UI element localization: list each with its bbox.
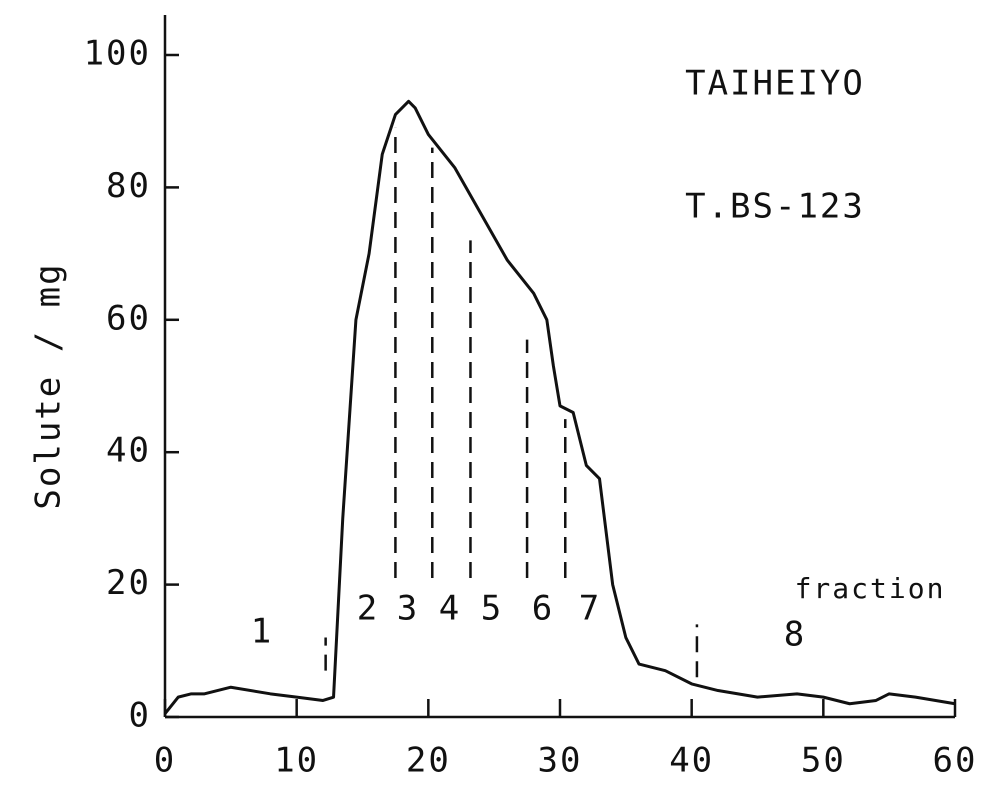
y-axis-label: Solute / mg (29, 262, 69, 509)
y-tick-label: 100 (84, 34, 151, 74)
x-tick-label: 30 (538, 741, 583, 781)
annotation: TAIHEIYO (685, 64, 865, 104)
data-line (163, 99, 956, 715)
x-tick-label: 40 (669, 741, 714, 781)
fraction-label: 6 (532, 589, 554, 629)
x-tick-label: 60 (933, 741, 978, 781)
fraction-label: 3 (397, 589, 419, 629)
y-tick-label: 80 (106, 166, 151, 206)
y-tick-label: 0 (129, 696, 151, 736)
annotation: T.BS-123 (685, 187, 865, 227)
fraction-label: 8 (784, 615, 806, 655)
y-tick-label: 60 (106, 298, 151, 338)
x-tick-label: 50 (801, 741, 846, 781)
fraction-label: 7 (579, 589, 601, 629)
x-tick-label: 0 (154, 741, 176, 781)
fraction-label: 5 (481, 589, 503, 629)
y-tick-label: 20 (106, 563, 151, 603)
fraction-label: 4 (439, 589, 461, 629)
fraction-label: 1 (251, 612, 273, 652)
x-tick-label: 10 (274, 741, 319, 781)
x-tick-label: 20 (406, 741, 451, 781)
fraction-label: 2 (357, 589, 379, 629)
annotation: fraction (795, 572, 946, 605)
y-tick-label: 40 (106, 431, 151, 471)
